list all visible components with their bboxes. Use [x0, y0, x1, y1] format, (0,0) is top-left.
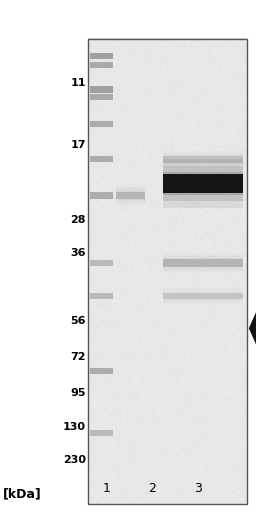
- Text: 11: 11: [70, 78, 86, 88]
- FancyBboxPatch shape: [90, 94, 113, 100]
- FancyBboxPatch shape: [163, 153, 243, 165]
- FancyBboxPatch shape: [90, 121, 113, 127]
- FancyBboxPatch shape: [90, 53, 113, 59]
- FancyBboxPatch shape: [163, 156, 243, 162]
- FancyBboxPatch shape: [90, 293, 113, 299]
- Text: 2: 2: [148, 482, 156, 495]
- FancyBboxPatch shape: [90, 192, 113, 199]
- FancyBboxPatch shape: [163, 258, 243, 267]
- Text: 17: 17: [70, 140, 86, 150]
- FancyBboxPatch shape: [163, 291, 243, 302]
- Text: 130: 130: [63, 421, 86, 432]
- FancyBboxPatch shape: [90, 86, 113, 93]
- FancyBboxPatch shape: [163, 288, 243, 304]
- FancyBboxPatch shape: [163, 253, 243, 272]
- Text: 1: 1: [102, 482, 110, 495]
- FancyBboxPatch shape: [116, 191, 145, 199]
- FancyBboxPatch shape: [163, 293, 243, 299]
- Bar: [88, 39, 247, 504]
- FancyBboxPatch shape: [163, 159, 243, 208]
- Polygon shape: [250, 312, 256, 345]
- FancyBboxPatch shape: [163, 259, 243, 267]
- Text: [kDa]: [kDa]: [3, 487, 41, 500]
- FancyBboxPatch shape: [163, 166, 243, 201]
- FancyBboxPatch shape: [163, 174, 243, 193]
- FancyBboxPatch shape: [116, 189, 145, 203]
- FancyBboxPatch shape: [90, 156, 113, 162]
- FancyBboxPatch shape: [163, 293, 243, 300]
- FancyBboxPatch shape: [163, 174, 243, 193]
- FancyBboxPatch shape: [90, 368, 113, 374]
- Text: 36: 36: [70, 248, 86, 258]
- Text: 95: 95: [70, 388, 86, 398]
- FancyBboxPatch shape: [163, 259, 243, 267]
- FancyBboxPatch shape: [163, 172, 243, 195]
- Text: 230: 230: [63, 455, 86, 465]
- FancyBboxPatch shape: [163, 293, 243, 299]
- FancyBboxPatch shape: [90, 260, 113, 266]
- FancyBboxPatch shape: [90, 62, 113, 68]
- FancyBboxPatch shape: [116, 191, 145, 200]
- FancyBboxPatch shape: [163, 255, 243, 270]
- FancyBboxPatch shape: [163, 151, 243, 168]
- Text: 72: 72: [70, 352, 86, 362]
- FancyBboxPatch shape: [163, 155, 243, 163]
- FancyBboxPatch shape: [163, 156, 243, 162]
- Text: 56: 56: [70, 315, 86, 326]
- FancyBboxPatch shape: [116, 186, 145, 205]
- FancyBboxPatch shape: [116, 191, 145, 199]
- FancyBboxPatch shape: [90, 430, 113, 436]
- Text: 28: 28: [70, 215, 86, 225]
- Text: 3: 3: [195, 482, 202, 495]
